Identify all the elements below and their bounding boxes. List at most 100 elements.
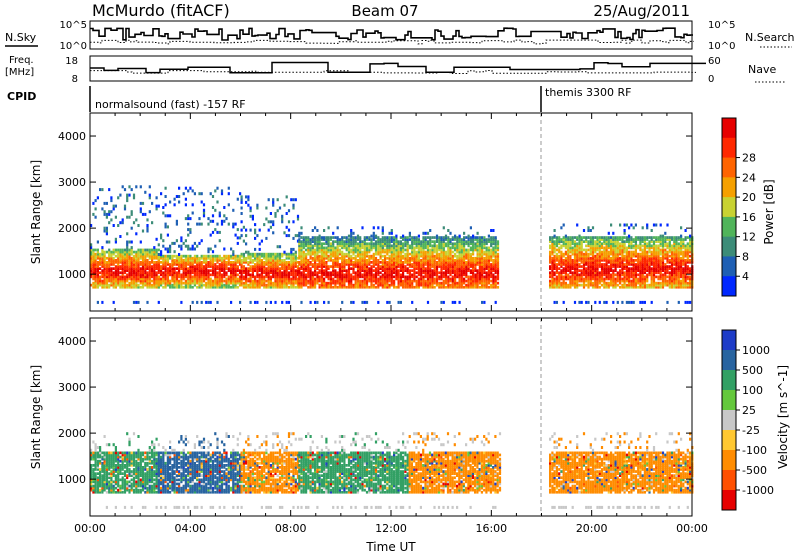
power-cell: [567, 259, 570, 262]
power-cell: [155, 273, 158, 277]
ground-scatter-cell: [578, 300, 581, 304]
power-cell: [141, 281, 145, 285]
power-cell: [431, 269, 434, 272]
power-cell: [242, 239, 245, 243]
power-cell: [128, 269, 131, 272]
power-cell: [329, 265, 332, 268]
power-cell: [305, 267, 308, 270]
power-cell: [361, 285, 364, 289]
power-cell: [585, 238, 588, 241]
power-cell: [287, 279, 291, 283]
power-cell: [560, 244, 563, 248]
power-cell: [314, 265, 317, 268]
power-cell: [610, 238, 613, 241]
nave-tick-low: 0: [708, 74, 714, 85]
power-cell: [90, 259, 93, 262]
power-cell: [175, 273, 178, 277]
power-cell: [260, 273, 263, 277]
power-cell: [139, 252, 142, 256]
power-cell: [483, 269, 486, 272]
power-cell: [269, 261, 272, 264]
power-cell: [236, 228, 239, 232]
power-cell: [341, 265, 344, 268]
power-cell: [564, 240, 567, 243]
power-cell: [189, 254, 192, 258]
power-cell: [227, 222, 230, 226]
power-cell: [265, 271, 268, 275]
power-cell: [108, 252, 111, 256]
power-cell: [429, 242, 432, 246]
power-cell: [447, 283, 450, 287]
freq-line: [90, 61, 706, 74]
power-cell: [354, 240, 357, 243]
power-cell: [431, 275, 434, 279]
power-cell: [492, 261, 495, 264]
power-cell: [386, 271, 389, 275]
power-cell: [494, 275, 497, 279]
power-cell: [643, 281, 646, 285]
power-cell: [191, 259, 194, 262]
power-cell: [234, 233, 237, 237]
power-cell: [435, 275, 439, 279]
power-cell: [332, 267, 335, 270]
power-cell: [637, 244, 640, 248]
power-cell: [205, 259, 208, 262]
power-cell: [164, 225, 167, 229]
power-cell: [553, 250, 556, 254]
power-cell: [139, 261, 142, 264]
power-cell: [447, 271, 450, 275]
ground-scatter-cell: [585, 300, 588, 304]
power-cell: [619, 252, 622, 256]
power-cell: [476, 271, 479, 275]
power-cell: [256, 254, 259, 258]
power-cell: [478, 267, 481, 270]
power-cell: [341, 242, 344, 246]
power-cell: [476, 281, 479, 285]
power-cell: [603, 283, 606, 287]
power-cell: [214, 254, 217, 258]
power-cell: [108, 248, 111, 252]
power-cell: [216, 186, 219, 190]
power-cell: [431, 273, 434, 277]
power-cell: [476, 254, 479, 258]
power-cell: [200, 283, 203, 287]
power-cell: [594, 265, 597, 268]
power-cell: [594, 261, 597, 264]
power-cell: [379, 277, 382, 281]
power-cell: [578, 275, 581, 279]
power-cell: [582, 279, 586, 283]
power-cell: [207, 265, 210, 268]
power-cell: [406, 269, 409, 272]
power-cell: [311, 236, 314, 239]
power-cell: [476, 275, 479, 279]
power-cell: [589, 267, 592, 270]
power-cell: [130, 267, 133, 270]
power-cell: [368, 259, 371, 262]
power-cell: [598, 279, 601, 283]
power-cell: [426, 231, 430, 235]
power-cell: [476, 242, 479, 246]
power-cell: [637, 252, 640, 256]
power-cell: [598, 250, 601, 254]
power-cell: [160, 281, 163, 285]
power-cell: [220, 269, 224, 272]
power-cell: [350, 273, 353, 277]
power-cell: [388, 246, 391, 250]
power-cell: [411, 242, 414, 246]
power-cell: [187, 217, 190, 221]
power-cell: [490, 259, 493, 262]
power-cell: [148, 283, 151, 287]
power-cell: [641, 265, 644, 268]
power-cell: [567, 240, 570, 243]
power-cell: [564, 244, 567, 248]
power-cell: [485, 267, 488, 270]
power-cell: [481, 236, 484, 239]
power-cell: [189, 273, 192, 277]
power-cell: [101, 207, 104, 211]
power-cell: [646, 252, 649, 256]
power-cell: [169, 271, 172, 275]
power-cell: [352, 244, 355, 248]
power-cell: [153, 256, 156, 260]
power-cell: [481, 244, 484, 248]
power-cell: [112, 267, 115, 270]
